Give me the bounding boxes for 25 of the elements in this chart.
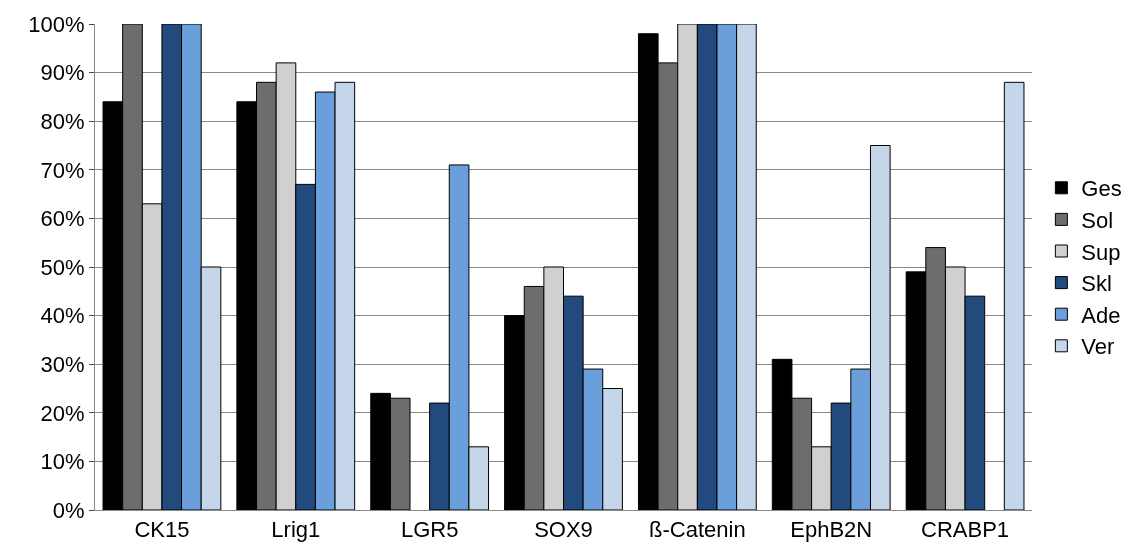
legend-label: Skl xyxy=(1081,271,1112,297)
x-tick-label: SOX9 xyxy=(534,517,593,543)
y-tick-label: 100% xyxy=(28,11,85,37)
legend-label: Sup xyxy=(1081,239,1121,265)
bar xyxy=(1003,81,1025,510)
y-tick-label: 50% xyxy=(40,254,85,280)
legend-label: Sol xyxy=(1081,207,1114,233)
y-tick-label: 60% xyxy=(40,206,85,232)
y-tick-label: 20% xyxy=(40,400,85,426)
y-tick-label: 30% xyxy=(40,351,85,377)
legend-label: Ges xyxy=(1081,176,1122,202)
x-tick-label: ß-Catenin xyxy=(649,517,746,543)
y-tick-label: 70% xyxy=(40,157,85,183)
y-tick-label: 90% xyxy=(40,60,85,86)
x-tick-label: Lrig1 xyxy=(271,517,321,543)
x-tick-label: LGR5 xyxy=(400,517,459,543)
y-tick-label: 80% xyxy=(40,108,85,134)
legend-label: Ver xyxy=(1081,334,1115,360)
y-tick-label: 40% xyxy=(40,303,85,329)
x-tick-label: CK15 xyxy=(134,517,190,543)
x-tick-label: EphB2N xyxy=(790,517,873,543)
y-tick-label: 0% xyxy=(52,497,85,523)
y-tick-label: 10% xyxy=(40,449,85,475)
x-tick-label: CRABP1 xyxy=(921,517,1010,543)
legend-label: Ade xyxy=(1081,302,1121,328)
